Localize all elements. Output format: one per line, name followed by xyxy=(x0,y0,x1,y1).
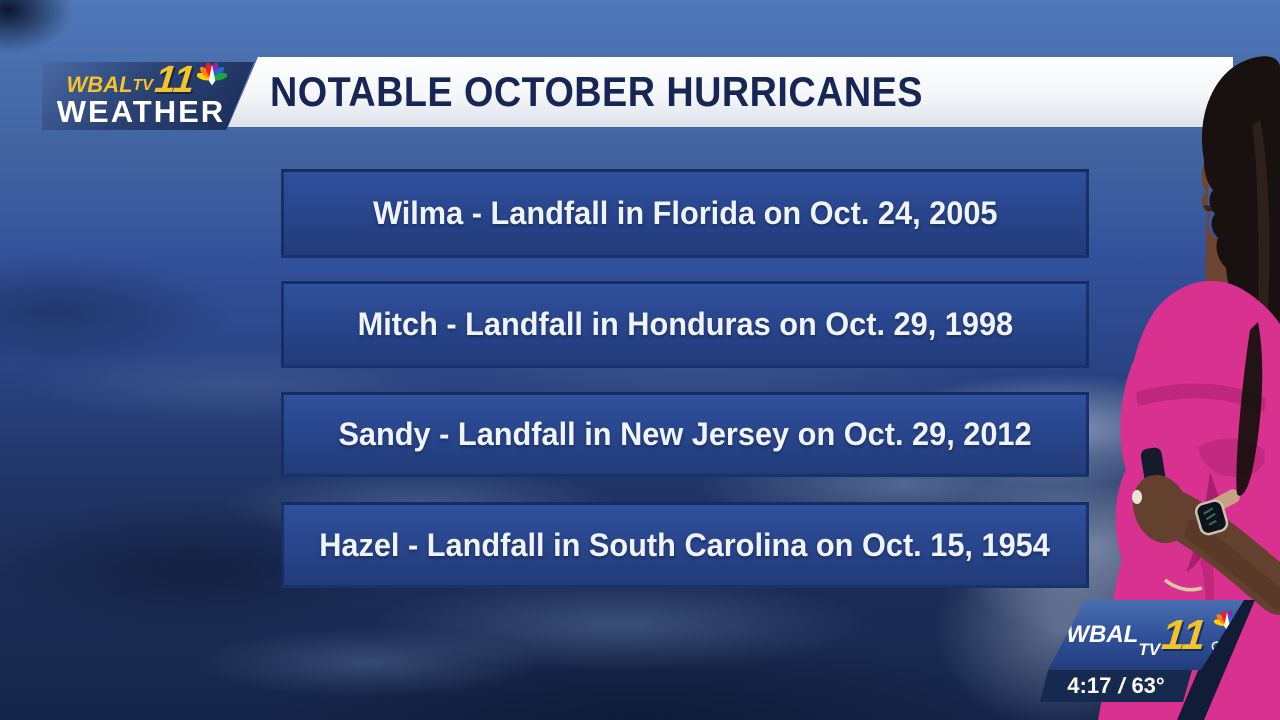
smartwatch-screen xyxy=(1203,507,1217,526)
page-title: NOTABLE OCTOBER HURRICANES xyxy=(270,68,923,115)
hurricane-row-label: Hazel - Landfall in South Carolina on Oc… xyxy=(319,526,1051,563)
dress-ruffle-shadow xyxy=(1196,556,1215,690)
presenter-bracelet xyxy=(1163,578,1203,592)
presenter-ring xyxy=(1132,490,1142,504)
arm-shadow xyxy=(1182,520,1280,610)
presenter-hair-highlight xyxy=(1250,120,1270,460)
station-network: TV xyxy=(132,77,153,95)
presenter-hand xyxy=(1132,474,1190,544)
presenter-hair-strand xyxy=(1236,322,1263,496)
current-temperature: 63° xyxy=(1131,673,1165,698)
smartwatch xyxy=(1195,499,1229,536)
station-call-sign: WBAL xyxy=(66,71,133,97)
hurricane-row: Mitch - Landfall in Honduras on Oct. 29,… xyxy=(281,281,1089,368)
hurricane-row: Wilma - Landfall in Florida on Oct. 24, … xyxy=(281,169,1089,258)
station-logo-line: WBAL TV 11 xyxy=(67,66,228,96)
clock-time: 4:17 xyxy=(1067,673,1112,698)
time-temp-separator: / xyxy=(1118,673,1125,698)
station-logo-box: WBAL TV 11 WEATHER xyxy=(42,62,254,130)
hurricane-row-label: Mitch - Landfall in Honduras on Oct. 29,… xyxy=(357,306,1013,342)
bug-network: TV xyxy=(1138,640,1161,660)
station-division-label: WEATHER xyxy=(56,93,226,129)
dress-shadow xyxy=(1136,383,1266,412)
presenter-lips xyxy=(1203,205,1213,212)
hurricane-row: Hazel - Landfall in South Carolina on Oc… xyxy=(281,502,1089,588)
header-banner: NOTABLE OCTOBER HURRICANES xyxy=(228,57,1233,127)
time-temperature-strip: 4:17 / 63° xyxy=(1040,670,1192,702)
hurricane-row-label: Sandy - Landfall in New Jersey on Oct. 2… xyxy=(338,416,1032,452)
bug-channel-number: 11 xyxy=(1159,611,1209,659)
hurricane-row-label: Wilma - Landfall in Florida on Oct. 24, … xyxy=(372,195,998,231)
station-channel-number: 11 xyxy=(152,59,197,102)
hurricane-row: Sandy - Landfall in New Jersey on Oct. 2… xyxy=(281,392,1089,477)
nbc-peacock-icon xyxy=(197,62,227,96)
bug-call-sign: WBAL xyxy=(1066,621,1139,648)
